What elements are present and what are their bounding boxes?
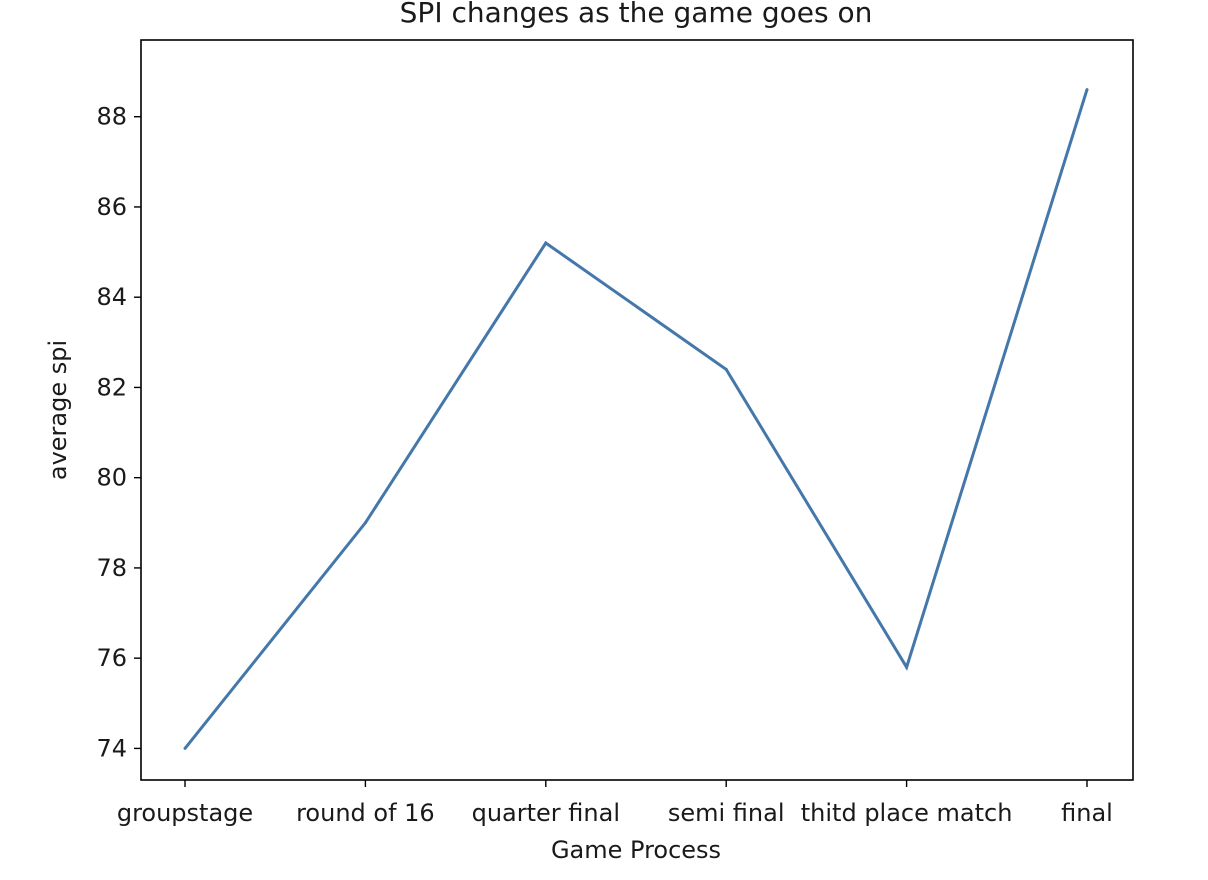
x-tick-label: round of 16 — [296, 799, 435, 827]
data-point — [724, 367, 728, 371]
x-tick-label: thitd place match — [801, 799, 1013, 827]
y-tick-label: 88 — [96, 103, 127, 131]
x-tick-label: final — [1061, 799, 1113, 827]
x-axis-label: Game Process — [551, 836, 721, 864]
y-tick-label: 80 — [96, 464, 127, 492]
y-tick-label: 82 — [96, 373, 127, 401]
data-point — [363, 521, 367, 525]
data-point — [183, 746, 187, 750]
y-tick-label: 86 — [96, 193, 127, 221]
data-point — [1085, 88, 1089, 92]
x-tick-label: quarter final — [472, 799, 620, 827]
data-point — [905, 665, 909, 669]
chart-title: SPI changes as the game goes on — [400, 0, 873, 29]
y-tick-label: 78 — [96, 554, 127, 582]
y-tick-label: 76 — [96, 644, 127, 672]
x-tick-label: semi final — [668, 799, 785, 827]
x-axis: groupstage round of 16 quarter final semi f… — [117, 780, 1113, 827]
series-line — [183, 89, 1089, 750]
y-axis-label: average spi — [44, 340, 72, 480]
data-point — [544, 241, 548, 245]
y-tick-label: 74 — [96, 734, 127, 762]
x-tick-label: groupstage — [117, 799, 253, 827]
series-layer — [183, 88, 1089, 750]
y-axis: 74 76 78 80 82 84 86 88 — [96, 103, 141, 762]
plot-frame — [140, 39, 1134, 781]
y-tick-label: 84 — [96, 283, 127, 311]
